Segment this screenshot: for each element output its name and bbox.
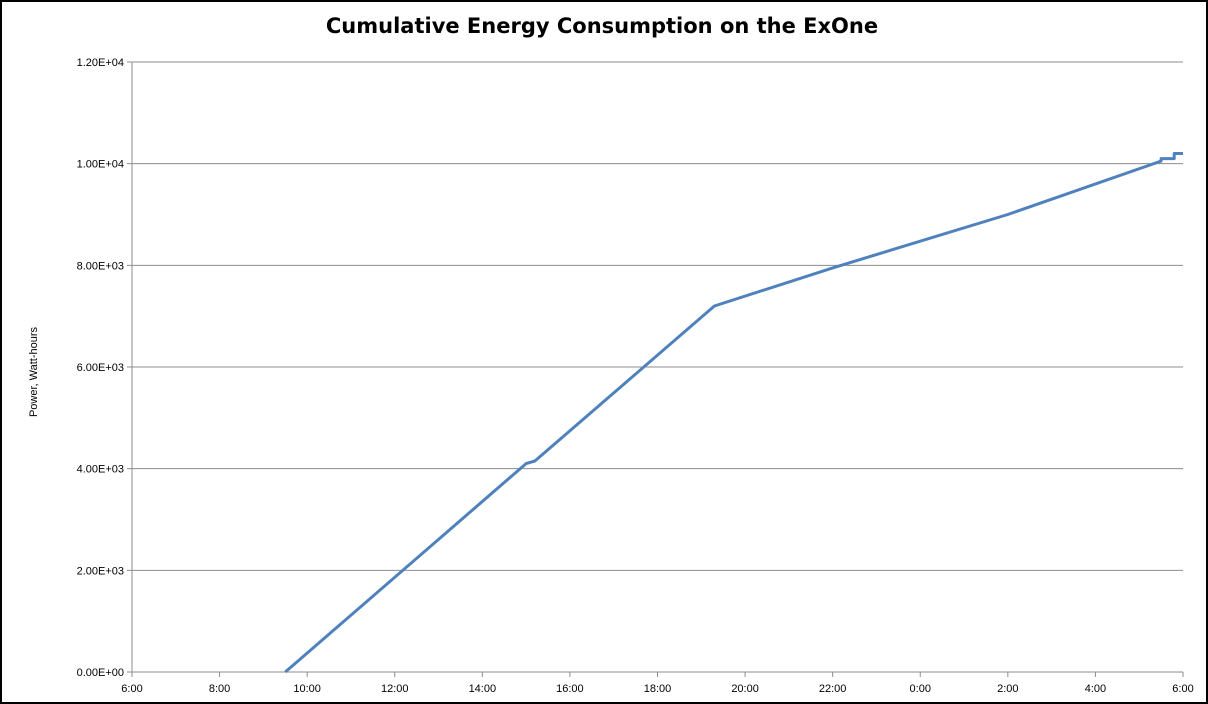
y-tick-label: 0.00E+00: [77, 667, 124, 679]
x-tick-label: 10:00: [293, 683, 321, 695]
x-tick-label: 8:00: [209, 683, 230, 695]
x-tick-labels: 6:00 8:00 10:00 12:00 14:00 16:00 18:00 20:00 22…: [121, 683, 1193, 695]
x-tick-label: 22:00: [819, 683, 847, 695]
y-tick-labels: 0.00E+00 2.00E+03 4.00E+03 6.00E+03 8.00E+03…: [77, 57, 124, 679]
x-tick-label: 2:00: [997, 683, 1018, 695]
x-tick-label: 18:00: [644, 683, 672, 695]
y-tick-label: 1.00E+04: [77, 159, 124, 171]
y-tick-label: 1.20E+04: [77, 57, 124, 69]
y-tick-label: 6.00E+03: [77, 362, 124, 374]
x-tick-label: 6:00: [121, 683, 142, 695]
x-tick-label: 4:00: [1085, 683, 1106, 695]
x-tick-label: 0:00: [910, 683, 931, 695]
x-tick-label: 14:00: [469, 683, 497, 695]
x-tick-label: 12:00: [381, 683, 409, 695]
axes: [127, 61, 1184, 677]
series-group: [284, 152, 1183, 674]
y-tick-label: 8.00E+03: [77, 260, 124, 272]
x-tick-label: 20:00: [731, 683, 759, 695]
x-tick-label: 16:00: [556, 683, 584, 695]
gridlines: [132, 61, 1183, 571]
y-tick-label: 4.00E+03: [77, 464, 124, 476]
chart-title: Cumulative Energy Consumption on the ExO…: [325, 14, 879, 38]
series-line-0: [284, 152, 1183, 674]
x-tick-label: 6:00: [1172, 683, 1193, 695]
y-tick-label: 2.00E+03: [77, 565, 124, 577]
